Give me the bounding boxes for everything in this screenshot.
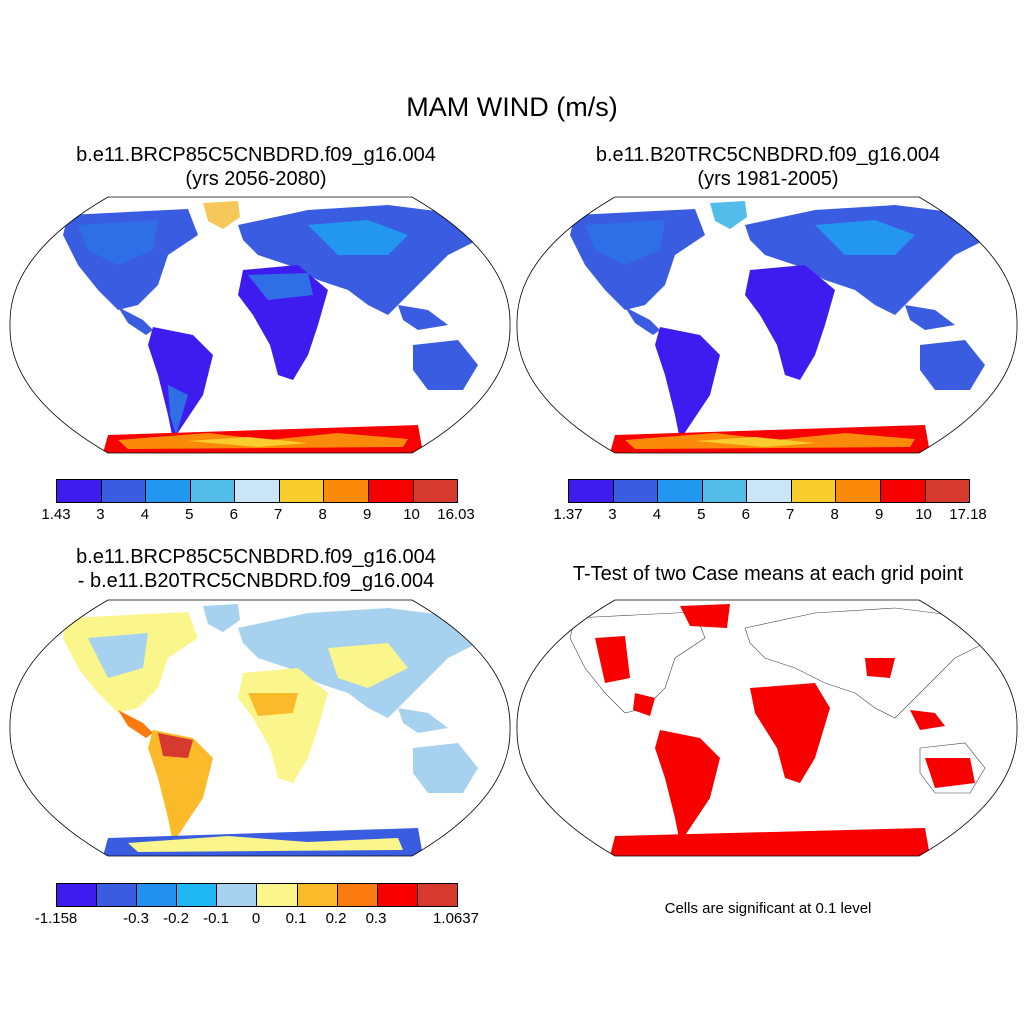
panel-title-ttest-line1: T-Test of two Case means at each grid po… [572,563,964,585]
panel-title-difference: b.e11.BRCP85C5CNBDRD.f09_g16.004 - b.e11… [0,545,512,593]
legend-swatch [337,884,378,906]
panel-title-future-line2: (yrs 2056-2080) [185,168,327,190]
legend-swatch [146,480,191,502]
legend-tick-label: 8 [318,506,327,523]
map-difference [9,599,511,857]
panel-title-future: b.e11.BRCP85C5CNBDRD.f09_g16.004 (yrs 20… [0,143,512,191]
panel-title-historical-line1: b.e11.B20TRC5CNBDRD.f09_g16.004 [595,144,941,166]
legend-swatch [880,480,926,502]
legend-tick-label: 1.37 [553,506,583,523]
legend-swatch [417,884,457,906]
map-ttest [516,599,1018,857]
legend-swatch [747,480,792,502]
map-ttest-significant-cells [569,604,986,856]
panel-title-difference-line1: b.e11.BRCP85C5CNBDRD.f09_g16.004 [76,546,436,568]
legend-bar-difference [56,883,458,907]
legend-tick-label: 17.18 [949,506,987,523]
legend-swatch [97,884,138,906]
legend-tick-label: 7 [786,506,795,523]
map-historical-land [570,201,985,453]
panel-title-difference-line2: - b.e11.B20TRC5CNBDRD.f09_g16.004 [77,570,435,592]
map-future-land [63,201,478,453]
panel-title-future-line1: b.e11.BRCP85C5CNBDRD.f09_g16.004 [76,144,436,166]
legend-tick-label: 6 [229,506,238,523]
legend-swatch [413,480,458,502]
legend-swatch [658,480,703,502]
legend-tick-label: 10 [915,506,932,523]
legend-tick-label: 3 [96,506,105,523]
legend-swatch [702,480,748,502]
legend-tick-label: 5 [185,506,194,523]
map-difference-land [63,604,478,856]
legend-swatch [613,480,659,502]
main-title: MAM WIND (m/s) [406,92,618,122]
legend-tick-label: -0.3 [123,910,149,927]
map-future [9,196,511,454]
legend-swatch [569,480,614,502]
map-historical [516,196,1018,454]
legend-bar-future [56,479,458,503]
legend-swatch [235,480,280,502]
legend-bar-historical [568,479,970,503]
legend-tick-label: 0.2 [325,910,347,927]
legend-swatch [257,884,298,906]
legend-tick-label: -0.2 [163,910,189,927]
legend-tick-label: 0.1 [285,910,307,927]
legend-tick-label: 8 [830,506,839,523]
legend-tick-label: 9 [362,506,372,523]
legend-tick-label: 5 [697,506,706,523]
legend-tick-label: 4 [140,506,150,523]
legend-swatch [57,480,102,502]
legend-swatch [377,884,418,906]
legend-tick-label: 7 [274,506,283,523]
panel-title-historical-line2: (yrs 1981-2005) [697,168,839,190]
legend-tick-label: 10 [403,506,420,523]
legend-swatch [324,480,369,502]
legend-swatch [791,480,837,502]
legend-tick-label: 0 [251,910,261,927]
legend-swatch [836,480,881,502]
legend-swatch [177,884,218,906]
panel-title-historical: b.e11.B20TRC5CNBDRD.f09_g16.004 (yrs 198… [512,143,1024,191]
legend-swatch [279,480,325,502]
legend-tick-label: 6 [741,506,750,523]
legend-tick-label: -1.158 [34,910,78,927]
legend-tick-label: 0.3 [365,910,387,927]
legend-swatch [297,884,338,906]
legend-swatch [190,480,236,502]
legend-swatch [925,480,970,502]
legend-swatch [57,884,98,906]
legend-tick-label: 3 [608,506,617,523]
legend-tick-label: 4 [652,506,662,523]
panel-title-ttest: T-Test of two Case means at each grid po… [512,562,1024,586]
legend-tick-label: 1.43 [41,506,71,523]
legend-swatch [217,884,258,906]
legend-swatch [137,884,178,906]
legend-tick-label: -0.1 [203,910,229,927]
legend-tick-label: 9 [874,506,884,523]
legend-swatch [101,480,147,502]
legend-tick-label: 1.0637 [433,910,479,927]
legend-tick-label: 16.03 [437,506,475,523]
legend-swatch [368,480,414,502]
ttest-note: Cells are significant at 0.1 level [664,900,872,917]
